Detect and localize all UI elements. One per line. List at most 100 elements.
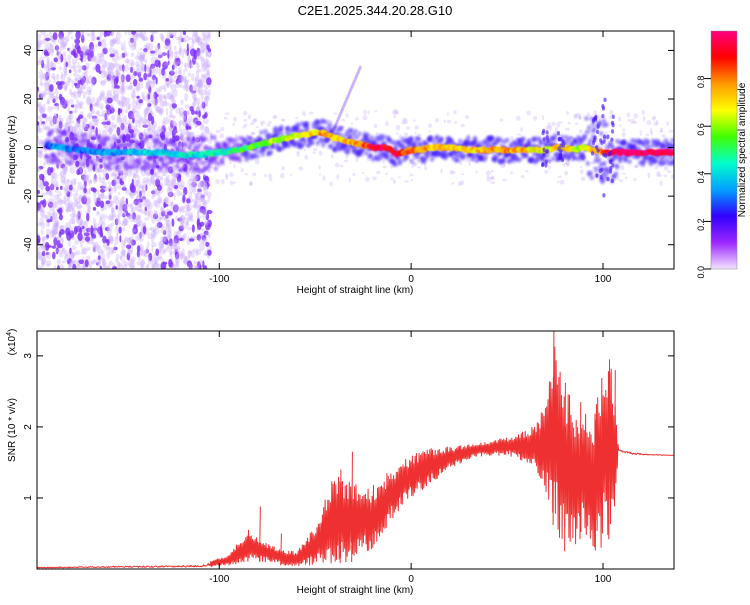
spectrogram-noise-point xyxy=(74,240,79,245)
spectrogram-noise-point xyxy=(85,236,90,242)
spectrogram-noise-point xyxy=(244,123,247,126)
spectrogram-ridge-halo xyxy=(254,149,258,153)
spectrogram-noise-point xyxy=(169,48,174,57)
spectrogram-noise-point xyxy=(465,115,469,119)
spectrogram-noise-point xyxy=(151,116,154,125)
spectrogram-noise-point xyxy=(85,80,90,84)
spectrogram-ridge-halo xyxy=(214,166,218,170)
spectrogram-noise-point xyxy=(131,262,135,270)
spectrogram-noise-point xyxy=(99,174,101,180)
spectrogram-noise-point xyxy=(335,163,339,168)
spectrogram-noise-point xyxy=(171,68,174,74)
spectrogram-ridge-halo xyxy=(382,134,386,138)
spectrogram-ridge-halo xyxy=(174,135,178,139)
spectrogram-noise-point xyxy=(122,127,125,130)
spectrogram-noise-point xyxy=(643,116,646,121)
spectrogram-noise-point xyxy=(164,214,170,221)
spectrogram-ridge-halo xyxy=(602,162,606,166)
spectrogram-ridge-halo xyxy=(456,158,460,162)
spectrogram-noise-point xyxy=(192,117,195,125)
spectrogram-noise-point xyxy=(233,181,236,184)
spectrogram-noise-point xyxy=(111,222,115,226)
spectrogram-noise-point xyxy=(146,141,152,148)
spectrogram-noise-point xyxy=(35,125,41,131)
spectrogram-noise-point xyxy=(168,233,171,239)
spectrogram-noise-point xyxy=(40,94,44,97)
spectrogram-noise-point xyxy=(396,132,398,135)
spectrogram-noise-point xyxy=(124,58,129,63)
spectrogram-noise-point xyxy=(393,115,396,118)
spectrogram-noise-point xyxy=(187,124,193,127)
spectrogram-noise-point xyxy=(581,177,586,181)
spectrogram-noise-point xyxy=(158,241,164,249)
spectrogram-noise-point xyxy=(491,181,495,184)
spectrogram-noise-point xyxy=(87,86,92,92)
spectrogram-noise-point xyxy=(140,68,144,73)
spectrogram-noise-point xyxy=(148,80,152,84)
spectrogram-noise-point xyxy=(54,183,58,188)
spectrogram-noise-point xyxy=(181,78,187,83)
spectrogram-ridge-halo xyxy=(414,140,418,144)
spectrogram-noise-point xyxy=(200,56,205,61)
spectrogram-noise-point xyxy=(510,171,513,174)
spectrogram-noise-point xyxy=(60,124,64,127)
spectrogram-noise-point xyxy=(188,72,192,77)
spectrogram-noise-point xyxy=(195,193,199,198)
spectrogram-ridge-halo xyxy=(339,126,343,130)
spectrogram-noise-point xyxy=(53,79,56,83)
spectrogram-ridge-halo xyxy=(539,140,543,144)
spectrogram-ridge-halo xyxy=(71,159,75,163)
spectrogram-noise-point xyxy=(103,242,106,248)
spectrogram-noise-point xyxy=(77,232,82,241)
spectrogram-noise-point xyxy=(220,127,224,131)
spectrogram-noise-point xyxy=(85,259,89,267)
spectrogram-ridge-halo xyxy=(321,143,325,147)
spectrogram-noise-point xyxy=(153,101,156,108)
spectrogram-ridge-halo xyxy=(430,157,434,161)
spectrogram-noise-point xyxy=(88,198,91,204)
spectrogram-ridge-halo xyxy=(301,138,305,142)
spectrogram-noise-point xyxy=(71,59,77,65)
spectrogram-noise-point xyxy=(57,265,60,271)
spectrogram-noise-point xyxy=(150,176,152,180)
spectrogram-noise-point xyxy=(100,94,105,101)
spectrogram-ridge-halo xyxy=(196,169,200,173)
spectrogram-ridge-halo xyxy=(302,142,306,146)
spectrogram-noise-point xyxy=(128,104,131,110)
spectrogram-noise-point xyxy=(128,40,133,47)
spectrogram-noise-point xyxy=(413,119,416,121)
spectrogram-noise-point xyxy=(49,121,52,127)
spectrogram-noise-point xyxy=(454,121,457,124)
spectrogram-noise-point xyxy=(146,185,148,190)
spectrogram-noise-point xyxy=(81,46,86,53)
spectrogram-noise-point xyxy=(74,178,77,185)
spectrogram-noise-point xyxy=(94,45,99,48)
spectrogram-noise-point xyxy=(93,259,96,263)
spectrogram-noise-point xyxy=(140,47,143,51)
spectrogram-ridge-halo xyxy=(615,165,619,169)
spectrogram-noise-point xyxy=(59,66,63,70)
spectrogram-noise-point xyxy=(146,67,152,72)
spectrogram-noise-point xyxy=(93,230,97,235)
spectrogram-noise-point xyxy=(79,68,82,72)
spectrogram-noise-point xyxy=(53,117,59,124)
spectrogram-noise-point xyxy=(170,76,173,83)
spectrogram-noise-point xyxy=(88,206,91,213)
spectrogram-noise-point xyxy=(38,151,43,158)
spectrogram-noise-point xyxy=(120,126,122,133)
spectrogram-noise-point xyxy=(460,124,465,127)
spectrogram-noise-point xyxy=(62,81,67,90)
spectrogram-noise-point xyxy=(148,257,151,265)
spectrogram-noise-point xyxy=(198,80,202,86)
spectrogram-ridge-halo xyxy=(623,157,627,161)
spectrogram-ridge-halo xyxy=(269,150,273,154)
spectrogram-noise-point xyxy=(122,197,124,200)
spectrogram-noise-point xyxy=(406,126,410,129)
spectrogram-noise-point xyxy=(547,122,551,128)
spectrogram-noise-point xyxy=(578,116,582,119)
spectrogram-noise-point xyxy=(393,179,396,184)
spectrogram-noise-point xyxy=(157,196,163,203)
spectrogram-noise-point xyxy=(663,175,667,177)
spectrogram-noise-point xyxy=(319,151,323,156)
spectrogram-ridge-halo xyxy=(165,166,169,170)
